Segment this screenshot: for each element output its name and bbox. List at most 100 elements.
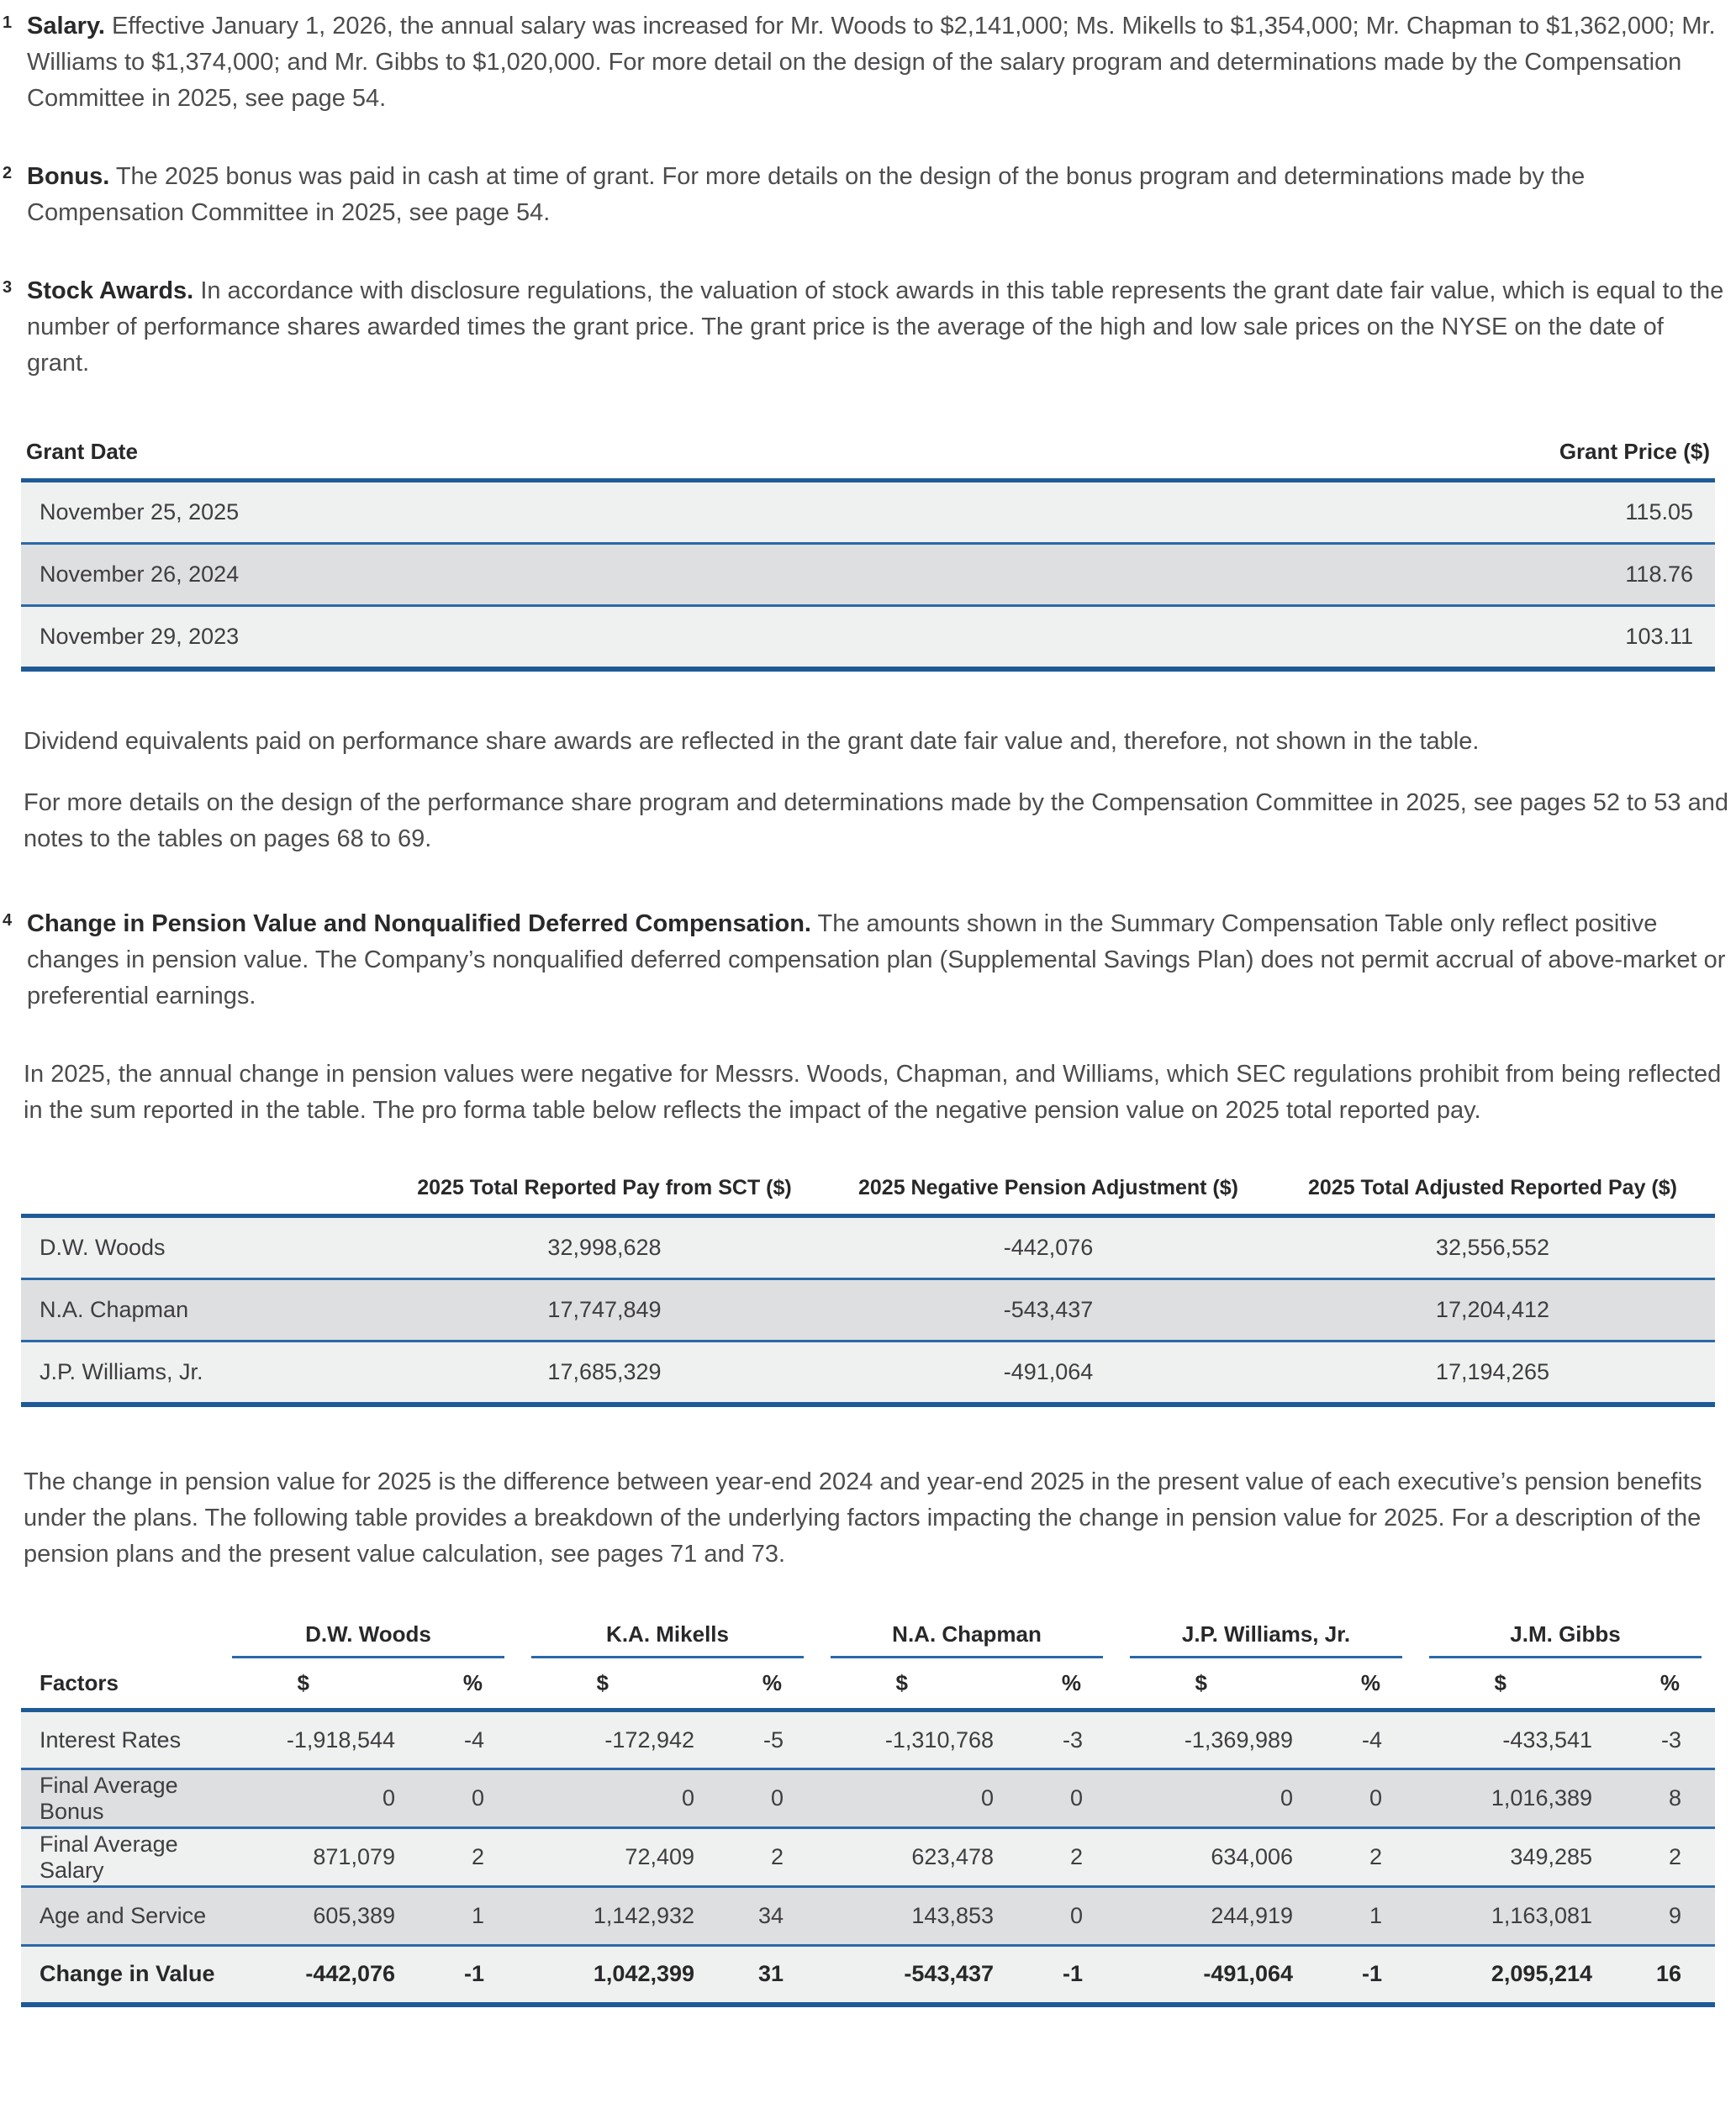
footnote-number: 2 — [3, 164, 13, 182]
group-header-gibbs: J.M. Gibbs — [1416, 1621, 1715, 1658]
factor-label-cell: Age and Service — [21, 1885, 219, 1946]
table-row-final-average-bonus: Final Average Bonus 0 0 0 0 0 0 0 0 1,01… — [21, 1768, 1716, 1828]
grant-price-cell: 103.11 — [1202, 604, 1715, 672]
executive-names-row: D.W. Woods K.A. Mikells N.A. Chapman J.P… — [21, 1621, 1715, 1658]
value-cell: -1 — [1306, 1944, 1417, 2007]
footnote-pension: 4 Change in Pension Value and Nonqualifi… — [0, 906, 1736, 1015]
pension-adjustment-cell: -543,437 — [826, 1278, 1270, 1342]
value-cell: -5 — [763, 1726, 784, 1753]
factor-label-cell: Final Average Salary — [21, 1826, 219, 1887]
footnote-bonus: 2 Bonus. The 2025 bonus was paid in cash… — [0, 159, 1736, 231]
percent-header: % — [1306, 1658, 1417, 1712]
table-row-interest-rates: Interest Rates -1,918,544 -4 -172,942 -5… — [21, 1710, 1716, 1769]
sct-pay-cell: 17,747,849 — [383, 1278, 826, 1342]
value-cell: 1,042,399 — [518, 1944, 709, 2007]
factor-label-cell: Final Average Bonus — [21, 1768, 219, 1828]
pension-adjustment-cell: -442,076 — [1003, 1235, 1094, 1260]
value-cell: 2 — [1306, 1826, 1417, 1887]
value-cell: 2 — [708, 1826, 818, 1887]
table-row: D.W. Woods 32,998,628 -442,076 32,556,55… — [21, 1215, 1715, 1279]
value-cell: 1 — [409, 1885, 519, 1946]
footnote-text: The amounts shown in the Summary Compens… — [27, 910, 1726, 1009]
value-cell: 0 — [1116, 1768, 1307, 1828]
value-cell: 0 — [1306, 1768, 1417, 1828]
value-cell: 1,142,932 — [518, 1885, 709, 1946]
value-cell: 0 — [1007, 1885, 1117, 1946]
executive-name-cell: J.P. Williams, Jr. — [21, 1340, 383, 1407]
value-cell: 349,285 — [1416, 1826, 1607, 1887]
value-cell: 0 — [708, 1768, 818, 1828]
percent-header: % — [409, 1658, 519, 1712]
sct-pay-cell: 17,685,329 — [383, 1340, 826, 1407]
footnote-term: Bonus. — [27, 163, 110, 190]
value-cell: 244,919 — [1116, 1885, 1307, 1946]
grant-price-table: Grant Date Grant Price ($) November 25, … — [21, 439, 1715, 672]
dollar-header: $ — [518, 1658, 709, 1712]
empty-header-cell — [21, 1621, 219, 1658]
value-cell: 1 — [1306, 1885, 1417, 1946]
value-cell: 2 — [409, 1826, 519, 1887]
table-header-row: 2025 Total Reported Pay from SCT ($) 202… — [21, 1176, 1715, 1218]
percent-header: % — [1606, 1658, 1716, 1712]
value-cell: 143,853 — [817, 1885, 1008, 1946]
table-header-row: Grant Date Grant Price ($) — [21, 439, 1715, 482]
group-header-woods: D.W. Woods — [219, 1621, 518, 1658]
grant-price-header: Grant Price ($) — [1202, 439, 1715, 482]
value-cell: 0 — [817, 1768, 1008, 1828]
dollar-header: $ — [817, 1658, 1008, 1712]
empty-header-cell — [21, 1176, 383, 1218]
value-cell: -4 — [464, 1726, 485, 1753]
factor-label-cell: Change in Value — [21, 1944, 219, 2007]
value-cell: 2,095,214 — [1416, 1944, 1607, 2007]
value-cell: 72,409 — [518, 1826, 709, 1887]
footnote-text: Effective January 1, 2026, the annual sa… — [27, 13, 1716, 112]
paragraph-pension-breakdown-intro: The change in pension value for 2025 is … — [24, 1468, 1702, 1568]
grant-date-cell: November 29, 2023 — [21, 604, 1203, 672]
grant-date-cell: November 25, 2025 — [40, 499, 240, 524]
footnote-term: Stock Awards. — [27, 277, 194, 304]
executive-name-cell: D.W. Woods — [40, 1235, 166, 1260]
executive-name-cell: N.A. Chapman — [21, 1278, 383, 1342]
group-header-williams: J.P. Williams, Jr. — [1116, 1621, 1416, 1658]
adjusted-pay-header: 2025 Total Adjusted Reported Pay ($) — [1270, 1176, 1715, 1218]
value-cell: 31 — [708, 1944, 818, 2007]
dollar-header: $ — [1416, 1658, 1607, 1712]
footnote-text: The 2025 bonus was paid in cash at time … — [27, 163, 1586, 226]
value-cell: -1 — [1007, 1944, 1117, 2007]
value-cell: 605,389 — [219, 1885, 409, 1946]
grant-date-header: Grant Date — [21, 439, 1203, 482]
value-cell: 634,006 — [1116, 1826, 1307, 1887]
footnote-number: 1 — [3, 13, 13, 32]
pension-adjustment-header: 2025 Negative Pension Adjustment ($) — [826, 1176, 1270, 1218]
value-cell: 871,079 — [219, 1826, 409, 1887]
table-row-age-and-service: Age and Service 605,389 1 1,142,932 34 1… — [21, 1885, 1716, 1946]
footnote-term: Salary. — [27, 13, 105, 40]
value-cell: -1,918,544 — [286, 1726, 395, 1753]
table-row-change-in-value: Change in Value -442,076 -1 1,042,399 31… — [21, 1944, 1716, 2007]
percent-header: % — [1007, 1658, 1117, 1712]
value-cell: -172,942 — [604, 1726, 695, 1753]
value-cell: -433,541 — [1502, 1726, 1593, 1753]
percent-header: % — [708, 1658, 818, 1712]
value-cell: 16 — [1606, 1944, 1716, 2007]
value-cell: 2 — [1606, 1826, 1716, 1887]
paragraph-dividend-equivalents: Dividend equivalents paid on performance… — [24, 728, 1480, 755]
proforma-pay-table: 2025 Total Reported Pay from SCT ($) 202… — [21, 1176, 1715, 1407]
grant-price-cell: 115.05 — [1625, 499, 1693, 524]
value-cell: 0 — [219, 1768, 409, 1828]
factor-label-cell: Interest Rates — [40, 1726, 182, 1753]
adjusted-pay-cell: 17,204,412 — [1270, 1278, 1715, 1342]
dollar-header: $ — [219, 1658, 409, 1712]
footnote-stock-awards: 3 Stock Awards. In accordance with discl… — [0, 273, 1736, 382]
value-cell: -3 — [1063, 1726, 1084, 1753]
sct-pay-header: 2025 Total Reported Pay from SCT ($) — [383, 1176, 826, 1218]
value-cell: -1,369,989 — [1184, 1726, 1294, 1753]
pension-adjustment-cell: -491,064 — [826, 1340, 1270, 1407]
value-cell: -543,437 — [817, 1944, 1008, 2007]
paragraph-pension-negative-intro: In 2025, the annual change in pension va… — [24, 1061, 1722, 1124]
value-cell: -442,076 — [219, 1944, 409, 2007]
table-row: November 26, 2024 118.76 — [21, 542, 1715, 606]
value-cell: 34 — [708, 1885, 818, 1946]
grant-price-cell: 118.76 — [1202, 542, 1715, 606]
value-cell: -1 — [409, 1944, 519, 2007]
